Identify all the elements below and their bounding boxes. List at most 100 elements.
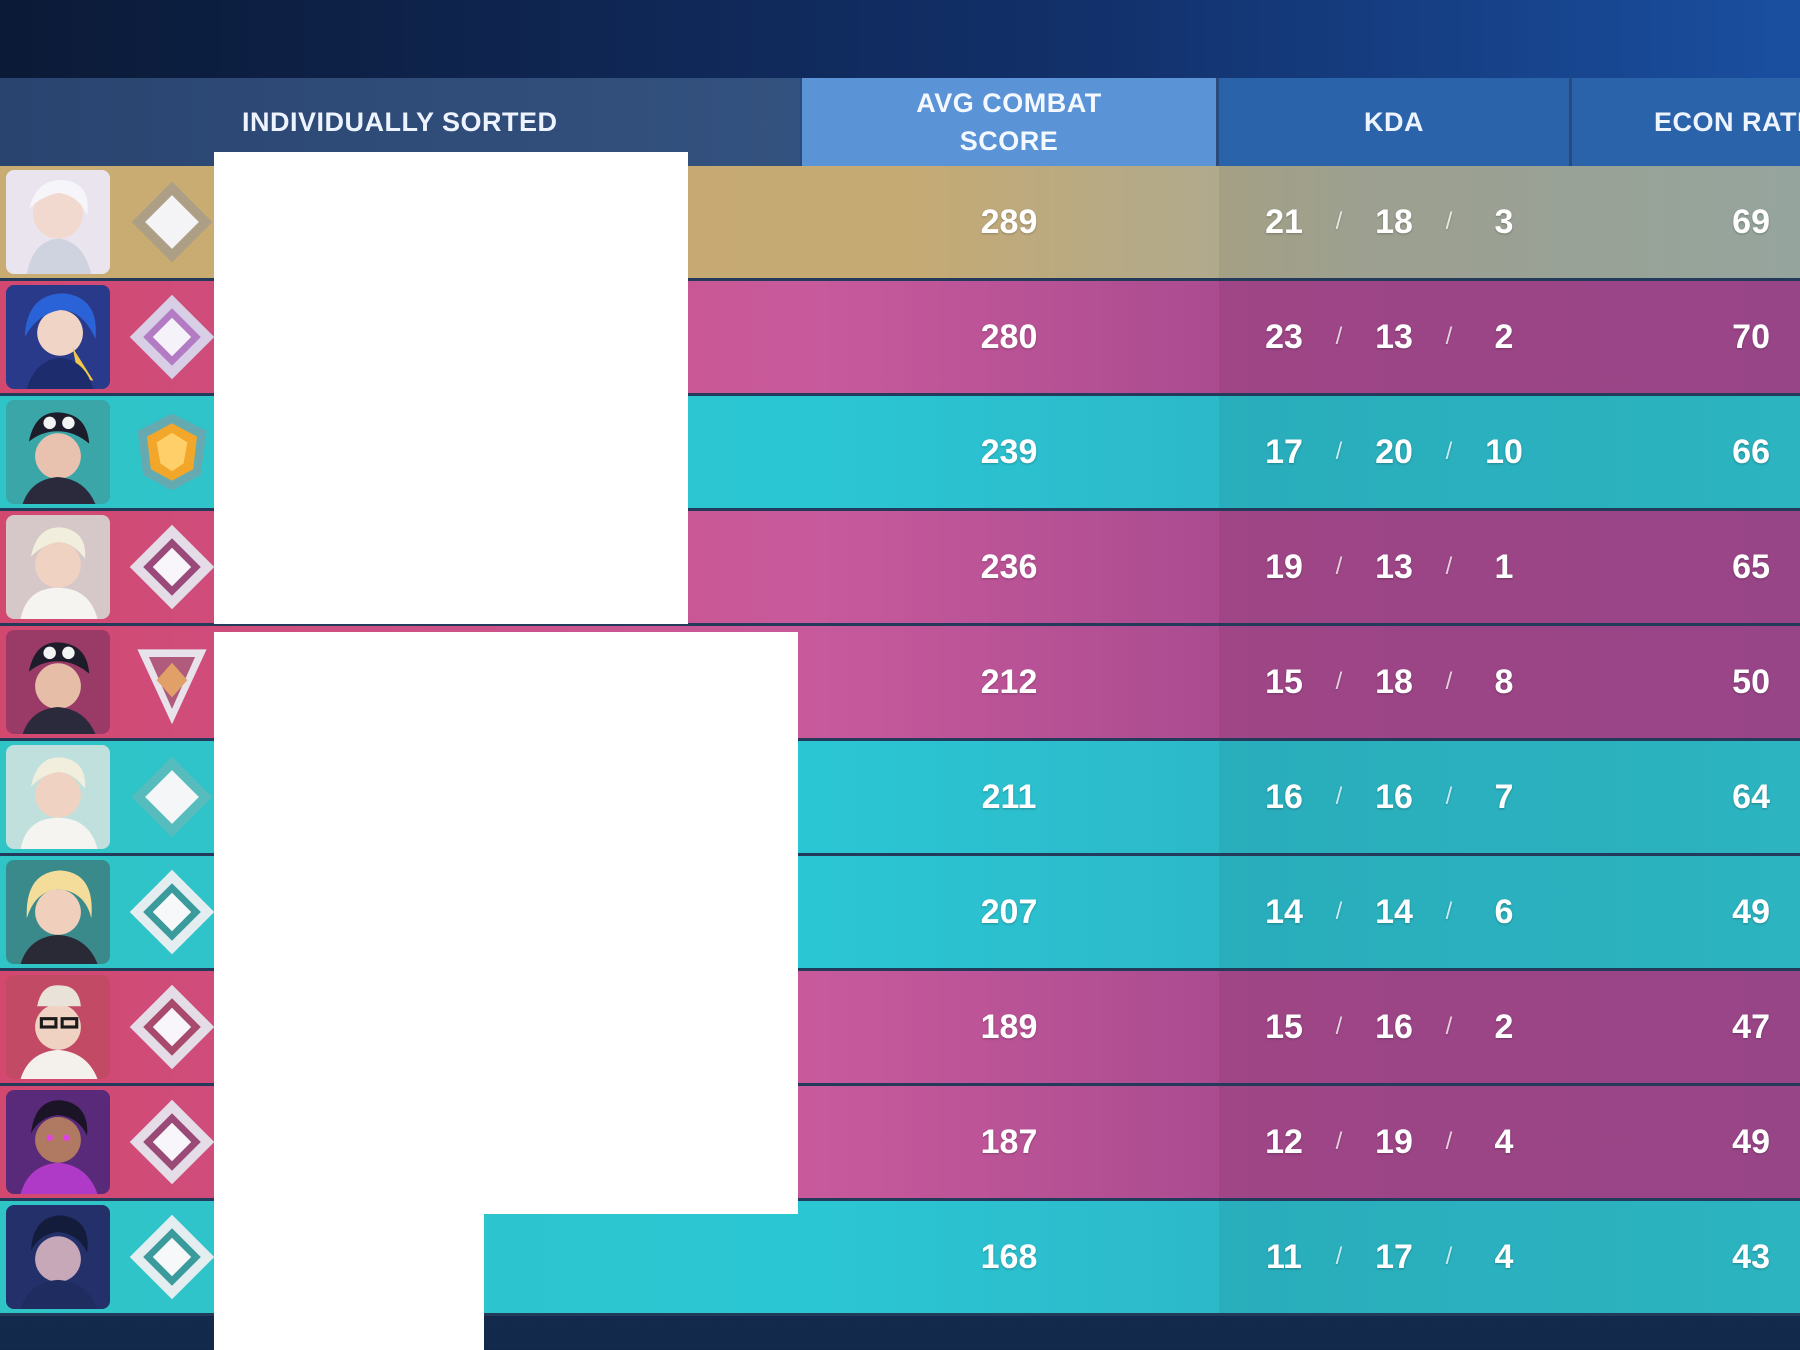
kda-value: 21 / 18 / 3	[1219, 166, 1569, 278]
kda-separator: /	[1445, 208, 1453, 235]
assists: 4	[1494, 1122, 1514, 1161]
acs-value: 280	[980, 317, 1038, 356]
acs-value: 239	[980, 432, 1038, 471]
deaths: 18	[1375, 662, 1413, 701]
econ-value: 64	[1732, 777, 1770, 816]
header-individually-sorted[interactable]: INDIVIDUALLY SORTED	[0, 78, 800, 166]
kda-column-shade	[1219, 626, 1800, 738]
deaths: 19	[1375, 1122, 1413, 1161]
kda-column-shade	[1219, 856, 1800, 968]
kills: 11	[1266, 1237, 1302, 1276]
kda-separator: /	[1445, 1013, 1453, 1040]
econ-value: 49	[1732, 1122, 1770, 1161]
deaths: 14	[1375, 892, 1413, 931]
kills: 19	[1265, 547, 1303, 586]
redacted-names-block	[214, 632, 798, 1214]
rank-diamond-icon	[124, 864, 220, 960]
kills: 15	[1265, 1007, 1303, 1046]
kda-separator: /	[1445, 783, 1453, 810]
kda-separator: /	[1335, 438, 1343, 465]
kills: 14	[1265, 892, 1303, 931]
acs-value: 187	[980, 1122, 1038, 1161]
kda-column-shade	[1219, 741, 1800, 853]
header-acs-label: AVG COMBAT SCORE	[916, 88, 1102, 156]
deaths: 17	[1375, 1237, 1413, 1276]
kills: 15	[1265, 662, 1303, 701]
acs-value: 212	[980, 662, 1038, 701]
kda-separator: /	[1445, 668, 1453, 695]
kda-separator: /	[1335, 1013, 1343, 1040]
rank-diamond-icon	[124, 979, 220, 1075]
rank-diamond-icon	[124, 519, 220, 615]
deaths: 20	[1375, 432, 1413, 471]
kda-value: 15 / 18 / 8	[1219, 626, 1569, 738]
kda-value: 16 / 16 / 7	[1219, 741, 1569, 853]
assists: 7	[1494, 777, 1514, 816]
kda-value: 11 / 17 / 4	[1219, 1201, 1569, 1313]
agent-portrait-icon	[6, 975, 110, 1079]
acs-value: 211	[981, 777, 1037, 816]
kda-separator: /	[1335, 1128, 1343, 1155]
deaths: 16	[1375, 777, 1413, 816]
econ-value: 65	[1732, 547, 1770, 586]
kda-separator: /	[1445, 438, 1453, 465]
kda-separator: /	[1335, 553, 1343, 580]
econ-value: 43	[1732, 1237, 1770, 1276]
kda-separator: /	[1445, 1243, 1453, 1270]
header-econ-rating[interactable]: ECON RATI	[1572, 78, 1800, 166]
econ-value: 69	[1732, 202, 1770, 241]
econ-value: 66	[1732, 432, 1770, 471]
kda-separator: /	[1445, 898, 1453, 925]
kda-separator: /	[1445, 1128, 1453, 1155]
assists: 2	[1494, 1007, 1514, 1046]
kda-separator: /	[1445, 553, 1453, 580]
kda-column-shade	[1219, 1086, 1800, 1198]
assists: 2	[1494, 317, 1514, 356]
kda-value: 23 / 13 / 2	[1219, 281, 1569, 393]
econ-value: 47	[1732, 1007, 1770, 1046]
econ-value: 50	[1732, 662, 1770, 701]
acs-value: 207	[980, 892, 1038, 931]
header-kda[interactable]: KDA	[1219, 78, 1569, 166]
rank-diamond-icon	[124, 174, 220, 270]
kda-separator: /	[1335, 783, 1343, 810]
agent-portrait-icon	[6, 630, 110, 734]
acs-value: 168	[980, 1237, 1038, 1276]
agent-portrait-icon	[6, 1090, 110, 1194]
kda-value: 17 / 20 / 10	[1219, 396, 1569, 508]
agent-portrait-icon	[6, 515, 110, 619]
kda-separator: /	[1445, 323, 1453, 350]
assists: 6	[1494, 892, 1514, 931]
header-avg-combat-score[interactable]: AVG COMBAT SCORE	[802, 78, 1216, 166]
redacted-names-block	[214, 1210, 484, 1350]
deaths: 18	[1375, 202, 1413, 241]
assists: 8	[1494, 662, 1514, 701]
econ-value: 49	[1732, 892, 1770, 931]
kda-column-shade	[1219, 281, 1800, 393]
kda-value: 14 / 14 / 6	[1219, 856, 1569, 968]
redacted-names-block	[214, 152, 688, 624]
kda-separator: /	[1335, 898, 1343, 925]
deaths: 16	[1375, 1007, 1413, 1046]
acs-value: 236	[980, 547, 1038, 586]
kda-separator: /	[1335, 323, 1343, 350]
agent-portrait-icon	[6, 170, 110, 274]
kda-column-shade	[1219, 166, 1800, 278]
agent-portrait-icon	[6, 400, 110, 504]
kills: 21	[1265, 202, 1303, 241]
kda-separator: /	[1335, 208, 1343, 235]
agent-portrait-icon	[6, 285, 110, 389]
deaths: 13	[1375, 547, 1413, 586]
rank-diamond-icon	[124, 749, 220, 845]
kda-column-shade	[1219, 396, 1800, 508]
rank-diamond-icon	[124, 1209, 220, 1305]
kills: 16	[1265, 777, 1303, 816]
kda-column-shade	[1219, 1201, 1800, 1313]
assists: 3	[1494, 202, 1514, 241]
kda-value: 15 / 16 / 2	[1219, 971, 1569, 1083]
kda-separator: /	[1335, 1243, 1343, 1270]
acs-value: 189	[980, 1007, 1038, 1046]
rank-diamond-icon	[124, 1094, 220, 1190]
kda-column-shade	[1219, 511, 1800, 623]
top-bar	[0, 0, 1800, 78]
